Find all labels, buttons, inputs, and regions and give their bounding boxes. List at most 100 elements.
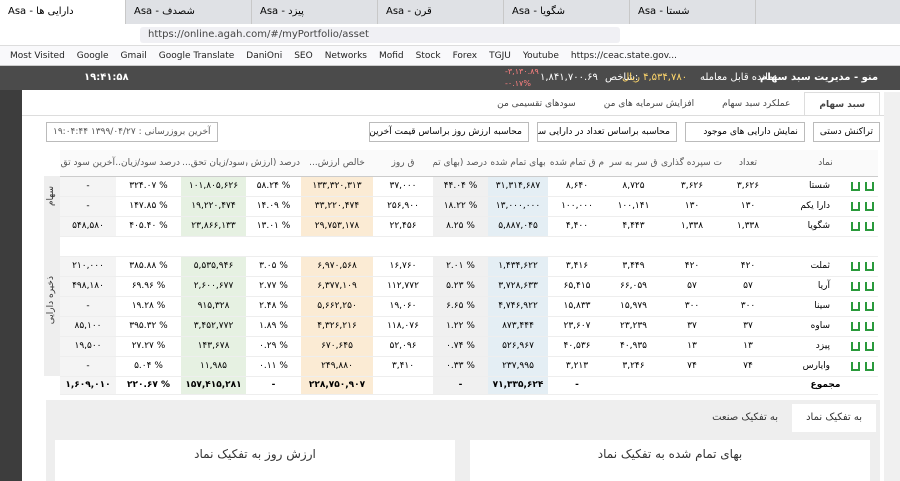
- calc-select[interactable]: محاسبه براساس تعداد در دارایی سهام: [536, 122, 677, 142]
- cart-icon[interactable]: [851, 341, 860, 351]
- column-header[interactable]: ق سر به سر: [606, 150, 661, 177]
- bookmark[interactable]: Mofid: [378, 51, 404, 61]
- browser-tab[interactable]: Asa - پیزد: [252, 0, 378, 24]
- cart-icon[interactable]: [851, 281, 860, 291]
- column-header[interactable]: سود/زیان تحق...: [181, 150, 246, 177]
- cart-icon[interactable]: [865, 281, 874, 291]
- symbol-cell: شگویا: [773, 216, 878, 237]
- bookmark[interactable]: Gmail: [120, 51, 147, 61]
- table-cell: ۸,۶۴۰: [548, 176, 606, 197]
- table-row: وایارس ۷۴ ۷۴ ۳,۲۴۶ ۳,۲۱۳ ۲۳۷,۹۹۵% ۰.۳۳ ۳,۴۱۰ ۲۴…: [60, 356, 878, 377]
- bookmark[interactable]: SEO: [294, 51, 313, 61]
- cart-icon[interactable]: [865, 261, 874, 271]
- table-cell: ۱۱۲,۷۷۲: [373, 276, 433, 297]
- bookmark[interactable]: Forex: [452, 51, 478, 61]
- breakdown-tab[interactable]: به تفکیک نماد: [792, 404, 876, 432]
- table-cell: ۳,۲۴۶: [606, 356, 661, 377]
- bookmark[interactable]: Networks: [324, 51, 367, 61]
- manual-transaction[interactable]: تراکنش دستی: [812, 122, 880, 142]
- cart-icon[interactable]: [865, 181, 874, 191]
- table-cell: ۳۱,۳۱۴,۶۸۷: [488, 176, 548, 197]
- chart-panel: ارزش روز به تفکیک نماد: [55, 440, 455, 481]
- table-cell: ۴۹۸,۱۸۰: [60, 276, 116, 297]
- table-cell: ۴۲۰: [723, 256, 773, 277]
- browser-tab[interactable]: Asa - قرن: [378, 0, 504, 24]
- cart-icon[interactable]: [851, 181, 860, 191]
- cart-icon[interactable]: [851, 261, 860, 271]
- table-cell: ۱۳۳,۳۲۰,۳۱۳: [301, 176, 373, 197]
- symbol-cell: شستا: [773, 176, 878, 197]
- bookmark[interactable]: Google: [76, 51, 109, 61]
- url-field[interactable]: https://online.agah.com/#/myPortfolio/as…: [140, 27, 620, 43]
- table-cell: % ۰.۲۹: [246, 336, 301, 357]
- cart-icon[interactable]: [865, 201, 874, 211]
- cart-icon[interactable]: [851, 361, 860, 371]
- cart-icon[interactable]: [865, 361, 874, 371]
- cart-icon[interactable]: [851, 301, 860, 311]
- cart-icon[interactable]: [865, 321, 874, 331]
- bookmark[interactable]: Stock: [415, 51, 441, 61]
- column-header[interactable]: بهای تمام شده: [488, 150, 548, 177]
- column-header[interactable]: نماد: [773, 150, 878, 177]
- column-header[interactable]: ت سپرده گذاری: [661, 150, 723, 177]
- table-cell: ۴,۳۲۶,۲۱۶: [301, 316, 373, 337]
- cart-icon[interactable]: [865, 221, 874, 231]
- price-select[interactable]: محاسبه ارزش روز براساس قیمت آخرین معامله: [368, 122, 529, 142]
- table-row: مجموع -۷۱,۳۳۵,۶۲۴-۲۲۸,۷۵۰,۹۰۷-۱۵۷,۴۱۵,۲۸۱…: [60, 375, 878, 395]
- table-cell: % ۶.۶۵: [433, 296, 488, 317]
- table-cell: ۲,۶۰۰,۶۷۷: [181, 276, 246, 297]
- table-cell: -: [60, 356, 116, 377]
- table-cell: % ۴۴.۰۴: [433, 176, 488, 197]
- column-header[interactable]: آخرین سود تق...: [60, 150, 116, 177]
- table-cell: % ۱۹.۲۸: [116, 296, 181, 317]
- index-value: ۱,۸۴۱,۷۰۰.۶۹: [540, 72, 598, 83]
- browser-tab[interactable]: Asa - شگویا: [504, 0, 630, 24]
- bookmark[interactable]: DaniOni: [246, 51, 283, 61]
- browser-tab[interactable]: Asa - دارایی ها: [0, 0, 126, 24]
- table-cell: ۱۰۰,۰۰۰: [548, 196, 606, 217]
- bookmark[interactable]: https://ceac.state.gov...: [570, 51, 678, 61]
- column-header[interactable]: درصد (بهای تم...: [433, 150, 488, 177]
- table-cell: % ۳۹۵.۳۲: [116, 316, 181, 337]
- table-cell: % ۱.۲۲: [433, 316, 488, 337]
- page-tabs: سبد سهام عملکرد سبد سهام افزایش سرمایه های…: [22, 92, 900, 116]
- page-tab[interactable]: سبد سهام: [804, 92, 880, 115]
- page-tab[interactable]: سودهای تقسیمی من: [497, 99, 576, 109]
- last-update: آخرین بروزرسانی : ۱۳۹۹/۰۴/۲۷ ۱۹:۰۴:۴۴: [46, 122, 218, 142]
- table-cell: % ۴۰۵.۴۰: [116, 216, 181, 237]
- browser-tab[interactable]: Asa - شستا: [630, 0, 756, 24]
- breakdown-tab[interactable]: به تفکیک صنعت: [712, 412, 779, 423]
- bookmark[interactable]: Google Translate: [158, 51, 235, 61]
- cart-icon[interactable]: [865, 341, 874, 351]
- column-header[interactable]: درصد سود/زیان...: [116, 150, 181, 177]
- page-tab[interactable]: عملکرد سبد سهام: [722, 99, 791, 109]
- table-cell: % ۰.۱۱: [246, 356, 301, 377]
- show-select[interactable]: نمایش دارایی های موجود: [684, 122, 805, 142]
- cart-icon[interactable]: [851, 321, 860, 331]
- symbol-cell: سینا: [773, 296, 878, 317]
- cart-icon[interactable]: [865, 301, 874, 311]
- column-header[interactable]: م ق تمام شده: [548, 150, 606, 177]
- bookmark[interactable]: Most Visited: [10, 51, 65, 61]
- browser-tab[interactable]: Asa - شصدف: [126, 0, 252, 24]
- table-cell: ۱۱۸,۰۷۶: [373, 316, 433, 337]
- column-header[interactable]: درصد (ارزش روز): [246, 150, 301, 177]
- symbol-cell: ساوه: [773, 316, 878, 337]
- bookmark[interactable]: TGJU: [489, 51, 511, 61]
- sidebar: [0, 90, 22, 481]
- column-header[interactable]: خالص ارزش...: [301, 150, 373, 177]
- scrollbar[interactable]: [884, 92, 900, 481]
- bookmark[interactable]: Youtube: [522, 51, 559, 61]
- column-header[interactable]: ق روز: [373, 150, 433, 177]
- table-cell: ۲۳,۲۳۹: [606, 316, 661, 337]
- table-cell: ۳۷: [723, 316, 773, 337]
- table-cell: ۱,۶۰۹,۰۱۰: [60, 375, 116, 395]
- cart-icon[interactable]: [851, 221, 860, 231]
- table-row: دارا یکم ۱۳۰ ۱۳۰ ۱۰۰,۱۴۱ ۱۰۰,۰۰۰ ۱۳,۰۰۰,۰۰۰% …: [60, 196, 878, 217]
- column-header[interactable]: تعداد: [723, 150, 773, 177]
- page-tab[interactable]: افزایش سرمایه های من: [603, 99, 695, 109]
- symbol-cell: ثملت: [773, 256, 878, 277]
- cart-icon[interactable]: [851, 201, 860, 211]
